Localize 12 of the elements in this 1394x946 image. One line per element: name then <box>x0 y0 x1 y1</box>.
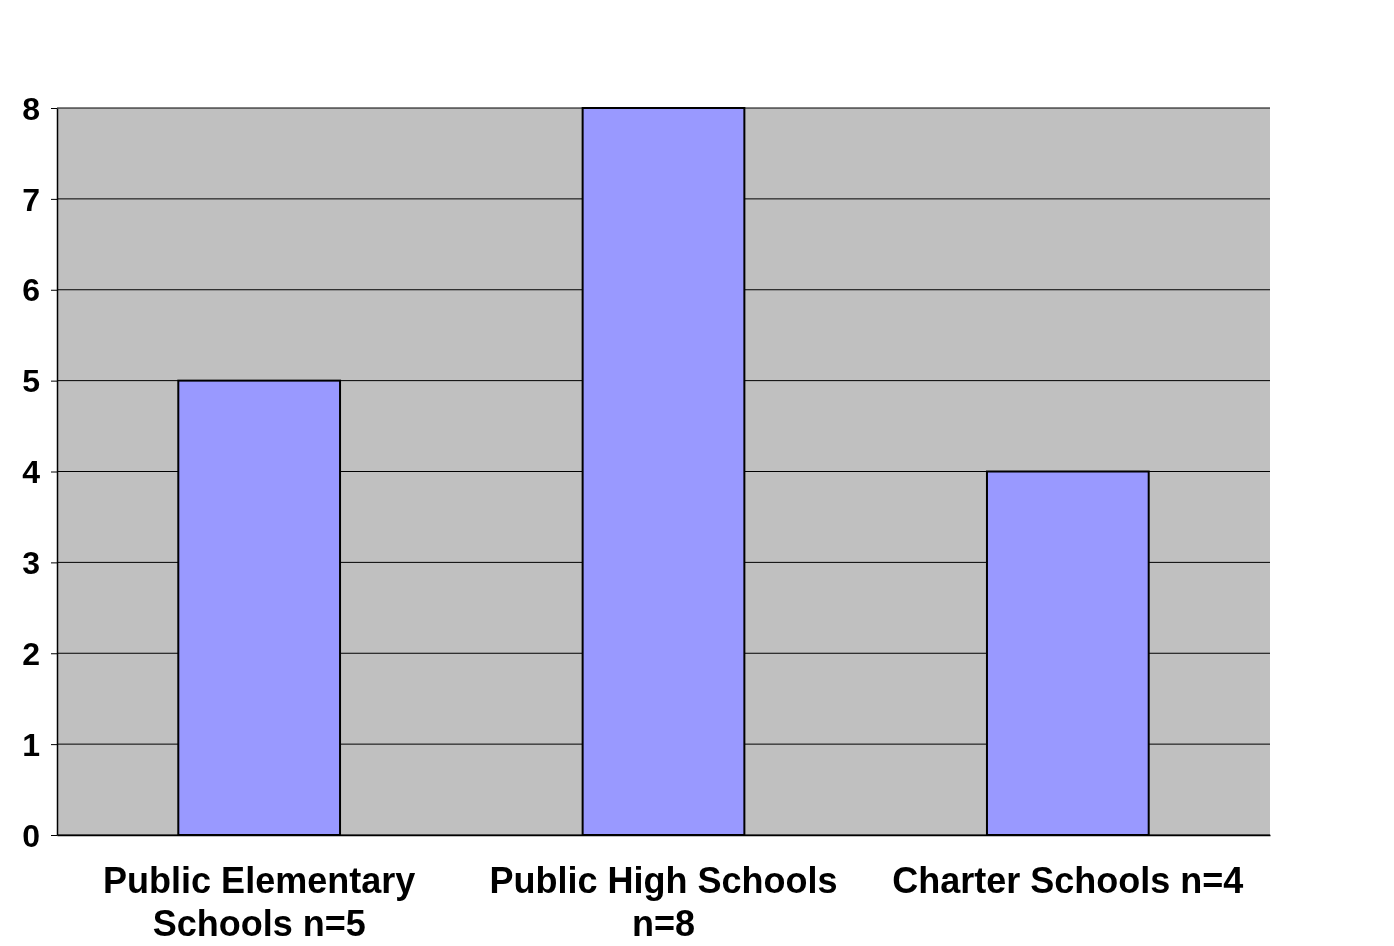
x-tick-label: Charter Schools n=4 <box>892 860 1244 901</box>
x-tick-label: Public High Schools n=8 <box>489 860 838 944</box>
y-tick-label: 1 <box>22 726 40 763</box>
y-tick-label: 8 <box>22 90 40 127</box>
x-tick-label: Public Elementary Schools n=5 <box>103 860 416 944</box>
y-tick-label: 5 <box>22 363 40 400</box>
y-tick-label: 0 <box>22 817 40 854</box>
y-tick-label: 7 <box>22 181 40 218</box>
y-tick-label: 4 <box>22 454 41 491</box>
y-tick-label: 2 <box>22 635 40 672</box>
y-tick-label: 6 <box>22 272 40 309</box>
y-tick-label: 3 <box>22 545 40 582</box>
